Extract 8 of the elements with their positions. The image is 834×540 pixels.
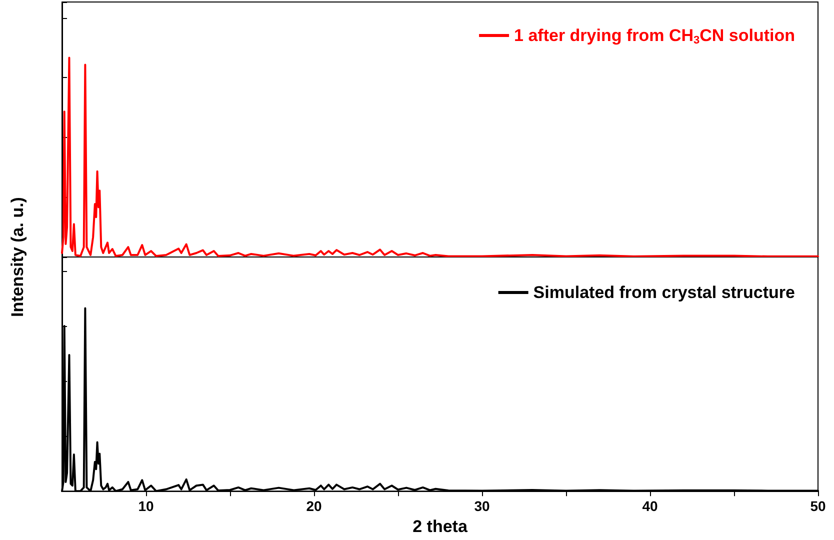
y-axis-title: Intensity (a. u.): [8, 197, 28, 317]
legend-label: Simulated from crystal structure: [533, 283, 796, 302]
x-tick-label: 20: [306, 498, 322, 514]
x-tick-label: 40: [642, 498, 658, 514]
x-axis-title: 2 theta: [412, 517, 468, 536]
x-tick-label: 10: [138, 498, 154, 514]
x-tick-label: 50: [810, 498, 826, 514]
x-tick-label: 30: [474, 498, 490, 514]
